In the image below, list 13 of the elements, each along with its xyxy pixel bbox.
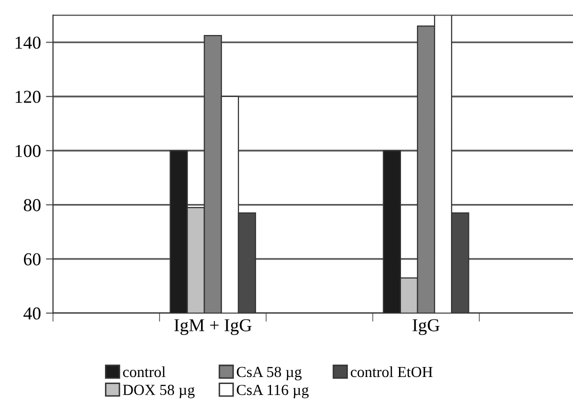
x-tick-label: IgM + IgG	[174, 319, 252, 336]
legend-label: control EtOH	[350, 366, 432, 378]
y-tick-label: 100	[16, 144, 41, 158]
legend-label: control	[123, 366, 166, 378]
legend-label: CsA 58 µg	[236, 366, 302, 380]
y-tick-label: 140	[16, 36, 41, 49]
x-tick-label: IgG	[412, 319, 440, 336]
legend-label: CsA 116 µg	[236, 384, 309, 398]
y-tick-label: 80	[24, 199, 41, 212]
y-tick-label: 120	[16, 90, 41, 103]
y-tick-label: 60	[24, 253, 41, 266]
y-tick-label: 40	[23, 307, 41, 320]
legend-label: DOX 58 µg	[122, 384, 195, 398]
